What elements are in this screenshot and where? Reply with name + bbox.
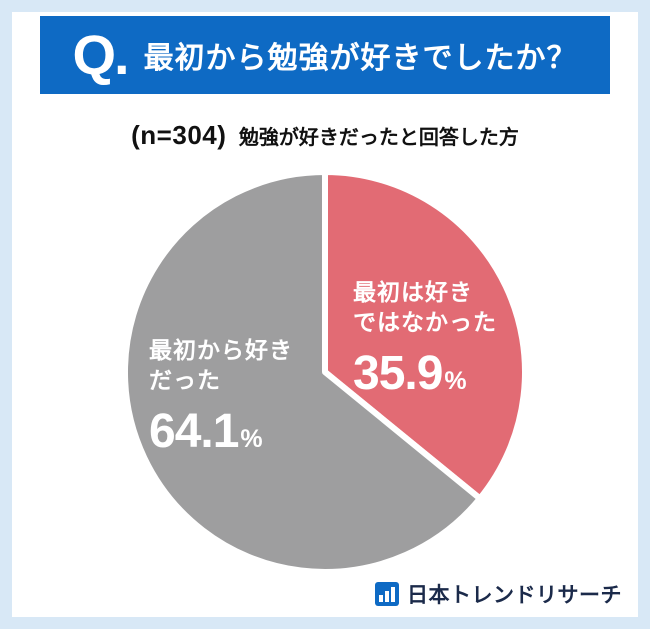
- brand-logo-icon: [375, 582, 399, 606]
- slice-label-red-line2: ではなかった: [353, 308, 497, 335]
- pie-slice: [322, 169, 528, 502]
- brand-name: 日本トレンドリサーチ: [407, 584, 622, 607]
- question-title: 最初から勉強が好きでしたか？: [143, 42, 578, 75]
- slice-value-red: 35.9%: [353, 346, 467, 400]
- sample-subtitle: (n=304) 勉強が好きだったと回答した方: [12, 120, 638, 151]
- pie-slice: [121, 169, 483, 575]
- slice-label-gray: 最初から好き だった 64.1%: [149, 336, 329, 459]
- sample-description: 勉強が好きだったと回答した方: [238, 127, 519, 149]
- slice-label-red: 最初は好き ではなかった 35.9%: [353, 278, 533, 401]
- slice-label-red-line1: 最初は好き: [353, 279, 473, 305]
- pie-svg: [121, 169, 528, 575]
- content-panel: Q. 最初から勉強が好きでしたか？ (n=304) 勉強が好きだったと回答した方…: [12, 12, 638, 617]
- slice-label-gray-line1: 最初から好き: [149, 337, 293, 363]
- sample-size: (n=304): [131, 120, 227, 150]
- slice-value-gray: 64.1%: [149, 404, 263, 458]
- question-header: Q. 最初から勉強が好きでしたか？: [40, 16, 610, 94]
- slice-label-gray-line2: だった: [149, 366, 221, 393]
- brand-footer: 日本トレンドリサーチ: [375, 579, 622, 609]
- q-mark: Q.: [72, 23, 129, 86]
- pie-chart: 最初は好き ではなかった 35.9% 最初から好き だった 64.1%: [113, 160, 537, 584]
